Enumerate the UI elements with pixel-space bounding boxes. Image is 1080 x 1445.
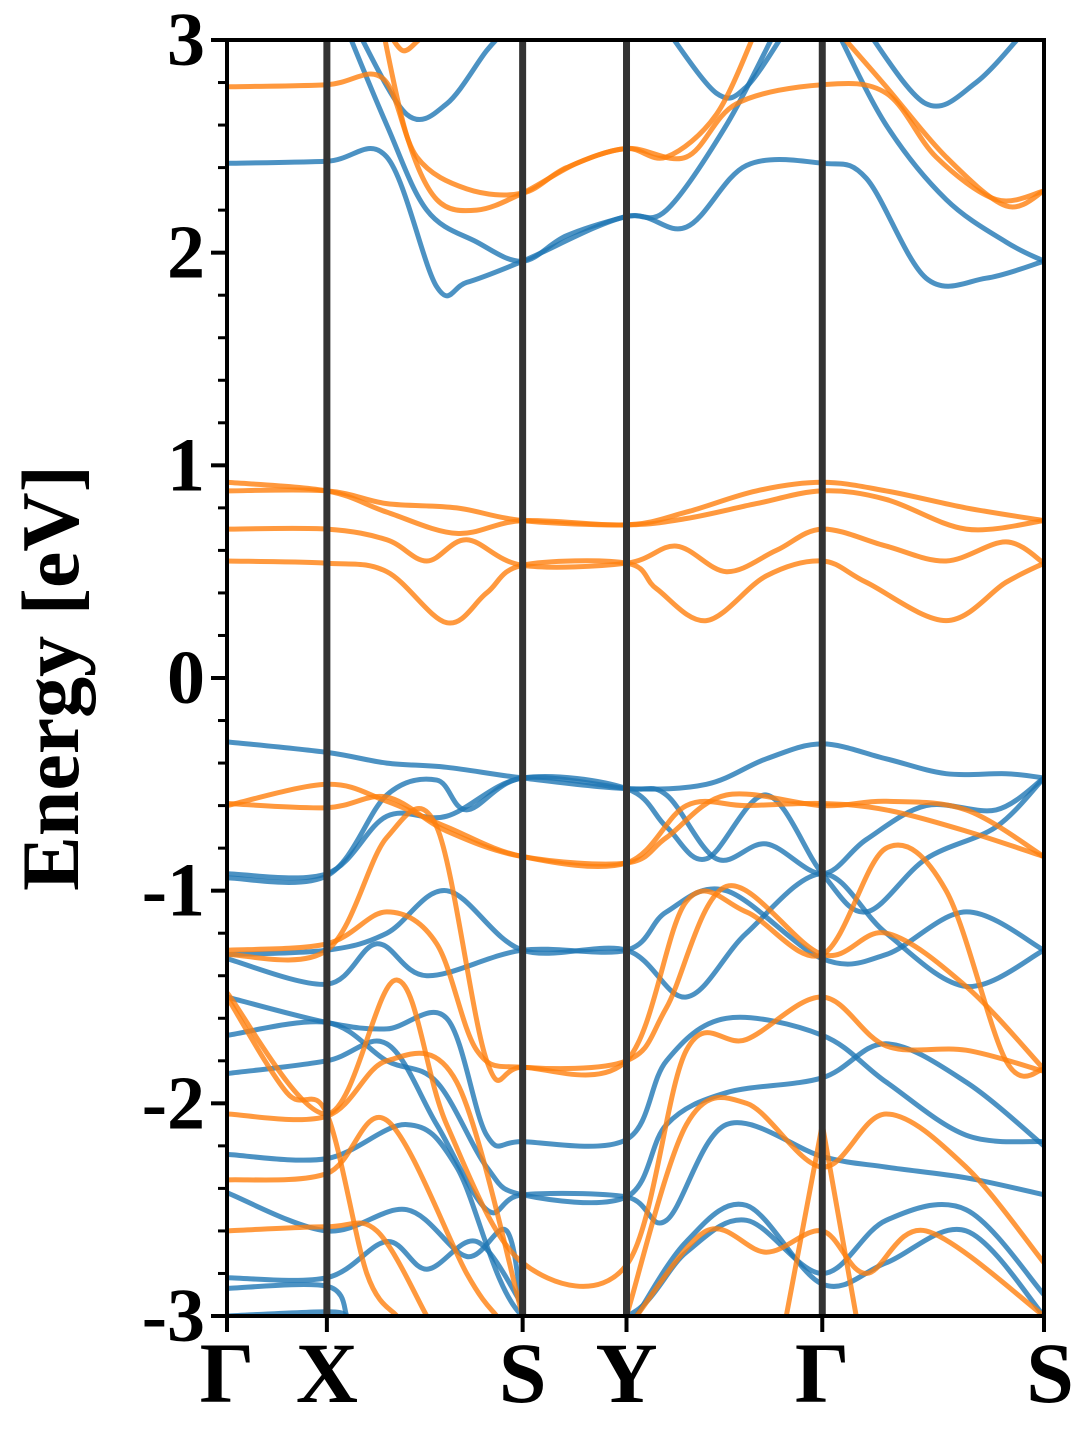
band-line-spin-down-6 [227, 71, 1044, 204]
bands-layer [227, 40, 1044, 1316]
y-axis-label: Energy [eV] [5, 465, 96, 891]
y-tick-label: -3 [142, 1274, 205, 1358]
band-line-spin-down-30 [227, 806, 1044, 1083]
x-tick-label-3: Y [595, 1325, 657, 1421]
y-tick-label: 3 [167, 0, 205, 82]
band-line-spin-down-29 [227, 791, 1044, 867]
x-tick-label-5: S [1026, 1325, 1074, 1421]
band-line-spin-down-11 [227, 487, 1044, 533]
band-line-spin-up-15 [227, 774, 1044, 915]
y-tick-label: 2 [167, 211, 205, 295]
band-line-spin-up-3 [671, 40, 783, 101]
band-line-spin-up-18 [227, 886, 1044, 987]
kpath-lines [323, 40, 826, 1316]
band-line-spin-up-2 [348, 40, 774, 264]
y-tick-label: -2 [142, 1061, 205, 1145]
band-line-spin-down-13 [227, 558, 1044, 626]
band-line-spin-up-5 [870, 40, 1021, 109]
band-line-spin-down-40 [783, 1122, 825, 1316]
y-axis-ticks: -3 -2 -1 0 1 2 3 [142, 0, 227, 1358]
band-line-spin-down-33 [227, 1050, 526, 1316]
band-line-spin-up-14 [227, 739, 1044, 792]
x-tick-label-2: S [499, 1325, 547, 1421]
band-line-spin-up-19 [227, 994, 1044, 1149]
band-line-spin-up-23 [227, 1190, 526, 1316]
band-line-spin-down-12 [227, 525, 1044, 575]
band-line-spin-down-31 [227, 883, 1044, 1072]
band-line-spin-up-17 [227, 871, 1044, 1000]
band-line-spin-down-9 [842, 40, 1044, 210]
y-tick-label: 1 [167, 423, 205, 507]
y-tick-label: 0 [167, 636, 205, 720]
x-tick-label-0: Γ [200, 1325, 255, 1421]
x-tick-label-4: Γ [795, 1325, 850, 1421]
axes-frame [225, 38, 1046, 1318]
x-tick-label-1: X [296, 1325, 358, 1421]
band-line-spin-down-34 [227, 1115, 500, 1316]
band-line-spin-down-7 [382, 40, 755, 214]
band-line-spin-up-24 [227, 1238, 526, 1308]
y-tick-label: -1 [142, 849, 205, 933]
